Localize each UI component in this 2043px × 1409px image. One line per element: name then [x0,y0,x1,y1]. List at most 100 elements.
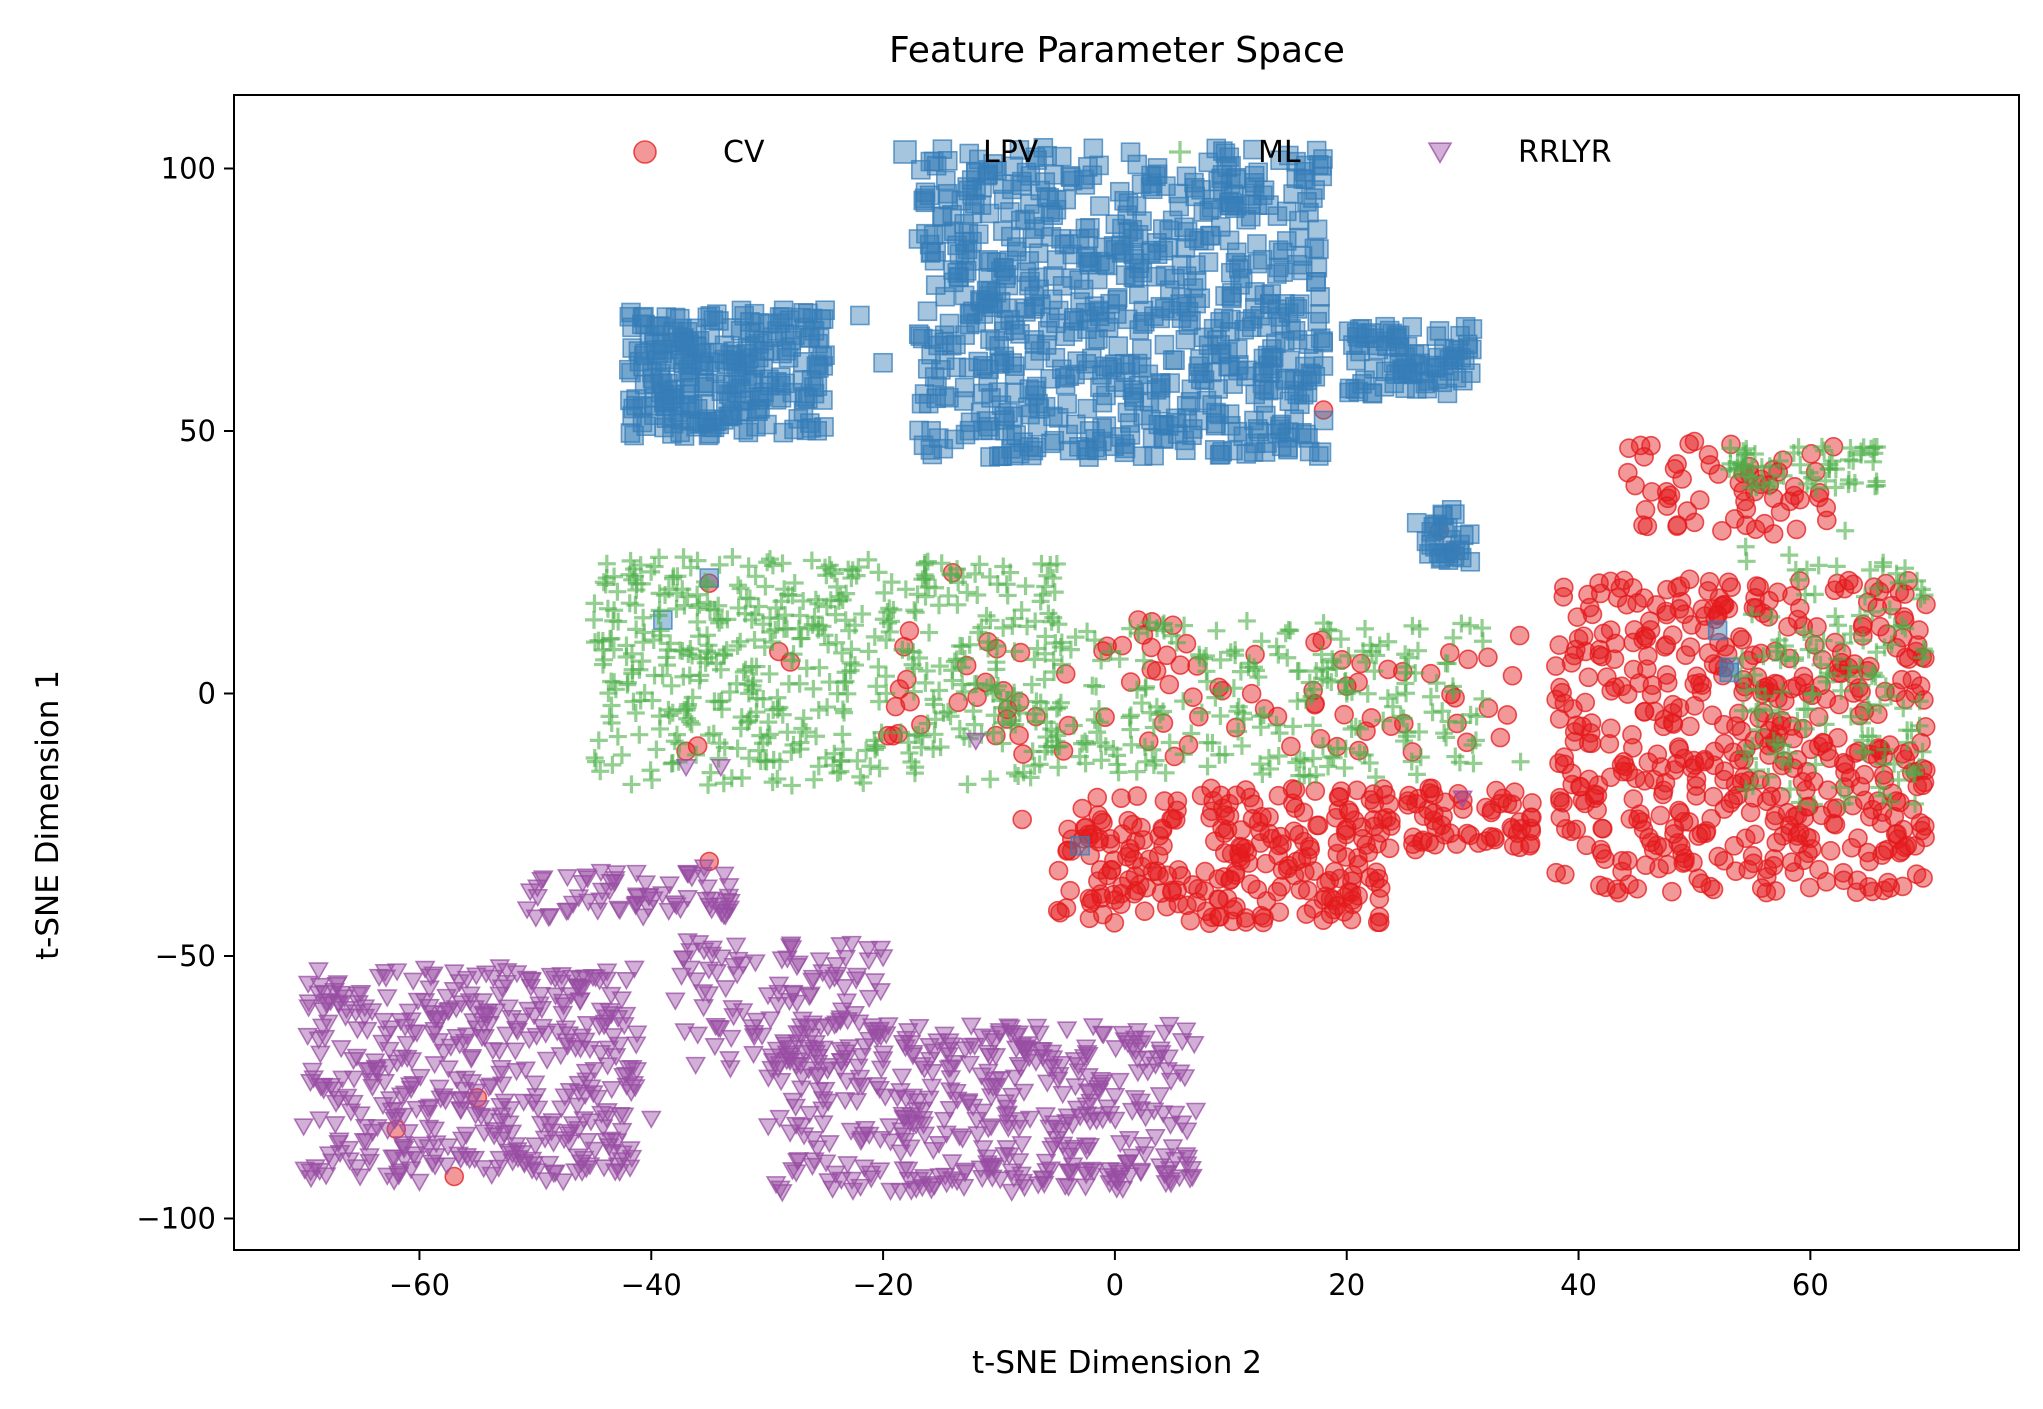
point-cv [1326,807,1346,828]
legend-marker-cv [633,140,657,164]
point-lpv [716,354,737,375]
point-cv [1784,477,1805,497]
point-cv [1549,709,1570,729]
point-cv [1509,625,1530,646]
point-cv [1271,876,1292,897]
point-cv [1220,869,1241,890]
point-lpv [965,193,985,214]
point-lpv [1043,205,1063,225]
point-cv [1653,784,1673,805]
point-lpv [921,344,941,365]
point-lpv [1147,244,1168,265]
point-cv [1736,515,1756,536]
point-cv [1460,825,1481,846]
point-cv [1566,819,1587,840]
point-lpv [1077,246,1098,267]
point-cv [1691,873,1712,894]
point-cv [1784,807,1805,827]
point-lpv [1221,415,1241,436]
point-cv [1647,744,1668,765]
point-cv [1554,754,1575,775]
point-cv [1251,905,1271,926]
point-cv [1757,867,1777,887]
x-tick-label: −40 [621,1268,682,1302]
point-cv [1689,490,1710,510]
point-cv [1848,828,1868,848]
point-cv [1732,629,1753,650]
point-cv [1634,701,1655,722]
point-cv [1653,837,1674,858]
point-lpv [917,301,938,322]
point-lpv [1267,299,1287,319]
point-cv [1253,912,1273,933]
point-cv [1663,714,1684,734]
point-lpv [1062,268,1083,288]
point-cv [1183,687,1203,708]
point-lpv [1128,258,1149,279]
point-cv [1154,791,1175,811]
point-lpv [1166,412,1187,433]
point-lpv [774,324,795,344]
point-lpv [689,330,710,351]
point-cv [1699,571,1720,592]
point-cv [1675,848,1695,869]
point-cv [1680,637,1701,657]
point-lpv [909,420,929,441]
point-cv [1657,496,1677,516]
point-cv [1334,704,1354,725]
point-cv [1101,859,1122,880]
point-cv [1327,895,1348,916]
point-lpv [804,320,825,341]
point-lpv [1244,410,1264,431]
point-lpv [1103,236,1124,256]
point-lpv [1070,835,1090,856]
point-lpv [1127,154,1148,175]
point-cv [1164,746,1185,767]
point-cv [1316,872,1336,893]
point-cv [1761,786,1781,807]
point-cv [1149,826,1169,846]
point-cv [1013,744,1033,764]
point-cv [1740,802,1761,823]
point-cv [1091,810,1112,830]
point-lpv [911,393,932,414]
point-cv [1378,659,1398,680]
point-cv [1567,607,1588,627]
point-cv [1718,572,1739,593]
point-lpv [1276,231,1297,251]
point-lpv [1280,350,1300,371]
point-lpv [676,394,696,415]
point-cv [1458,649,1478,670]
point-lpv [1219,192,1239,213]
point-cv [1816,872,1837,892]
point-lpv [1089,155,1109,176]
point-cv [1616,594,1637,615]
point-lpv [1184,172,1204,193]
point-cv [1691,823,1712,844]
x-tick-label: 40 [1560,1268,1597,1302]
point-lpv [622,406,642,426]
point-cv [1578,667,1599,688]
point-cv [1627,878,1648,899]
point-cv [1912,775,1933,796]
point-lpv [1209,445,1230,465]
point-lpv [626,389,646,409]
point-lpv [1019,251,1040,271]
point-cv [1601,718,1621,739]
point-cv [1132,856,1152,877]
point-lpv [1236,311,1256,332]
point-cv [1623,632,1643,653]
point-cv [1654,709,1675,730]
point-cv [1644,769,1664,790]
point-cv [1708,846,1729,867]
point-cv [1501,817,1522,838]
point-cv [1701,808,1721,829]
point-lpv [850,305,870,326]
point-lpv [1292,260,1313,281]
point-cv [1367,912,1388,933]
point-lpv [620,390,640,411]
point-cv [1662,881,1682,902]
point-lpv [1021,445,1042,466]
point-cv [1587,800,1607,820]
point-cv [1595,849,1615,869]
